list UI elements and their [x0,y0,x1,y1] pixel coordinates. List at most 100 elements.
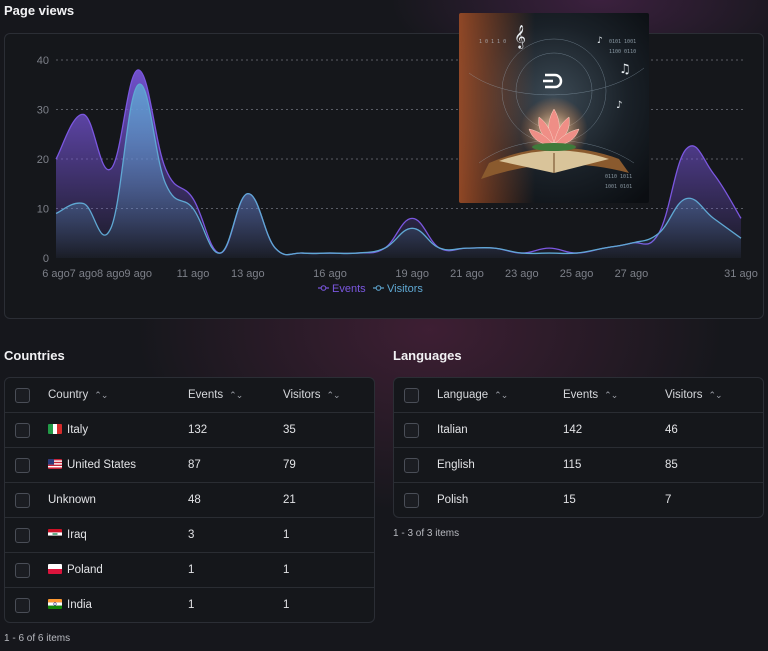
sort-arrows-icon: ⌃⌄ [708,390,723,400]
row-checkbox[interactable] [15,423,30,438]
countries-title: Countries [4,348,65,363]
svg-text:1001 0101: 1001 0101 [605,184,632,190]
book-lotus-artwork: 0101 1001 1100 0110 0110 1011 1001 0101 1 … [459,13,649,203]
x-tick-label: 6 ago [42,268,70,280]
row-checkbox[interactable] [15,458,30,473]
row-checkbox[interactable] [404,423,419,438]
sort-arrows-icon: ⌃⌄ [326,390,341,400]
events-cell: 48 [188,494,201,506]
y-tick-label: 20 [37,154,49,166]
countries-header-row: Country ⌃⌄ Events ⌃⌄ Visitors ⌃⌄ [5,378,374,413]
languages-table: Language ⌃⌄ Events ⌃⌄ Visitors ⌃⌄ Italian 14… [393,377,764,518]
sort-arrows-icon: ⌃⌄ [94,390,108,400]
visitors-cell: 85 [665,459,678,471]
chart-legend: Events Visitors [318,283,423,295]
visitors-cell: 1 [283,564,290,576]
in-flag-icon [48,599,62,609]
x-tick-label: 23 ago [505,268,539,280]
svg-text:0101 1001: 0101 1001 [609,39,636,45]
countries-table: Country ⌃⌄ Events ⌃⌄ Visitors ⌃⌄ Italy 132 35… [4,377,375,623]
table-row[interactable]: English 115 85 [394,448,763,483]
events-cell: 3 [188,529,195,541]
it-flag-icon [48,424,62,434]
svg-text:♫: ♫ [619,62,631,77]
svg-text:1 0 1 1 0: 1 0 1 1 0 [479,39,506,45]
legend-item-visitors[interactable]: Visitors [373,283,423,295]
events-cell: 1 [188,564,195,576]
sort-arrows-icon: ⌃⌄ [229,390,243,400]
table-row[interactable]: Polish 15 7 [394,483,763,518]
table-row[interactable]: India 1 1 [5,588,374,623]
row-checkbox[interactable] [15,598,30,613]
languages-header-row: Language ⌃⌄ Events ⌃⌄ Visitors ⌃⌄ [394,378,763,413]
page-views-title: Page views [4,3,75,18]
visitors-cell: 79 [283,459,296,471]
x-tick-label: 8 ago [97,268,125,280]
pl-flag-icon [48,564,62,574]
visitors-cell: 7 [665,494,672,506]
table-row[interactable]: United States 87 79 [5,448,374,483]
x-tick-label: 11 ago [177,268,210,280]
visitors-cell: 35 [283,424,296,436]
visitors-column-header[interactable]: Visitors ⌃⌄ [283,389,341,401]
name-cell: Unknown [48,494,96,506]
us-flag-icon [48,459,62,469]
svg-text:𝄞: 𝄞 [514,24,526,49]
events-cell: 1 [188,599,195,611]
row-checkbox[interactable] [404,458,419,473]
events-cell: 87 [188,459,201,471]
events-column-header[interactable]: Events ⌃⌄ [188,389,243,401]
svg-text:Events: Events [332,283,366,295]
x-tick-label: 9 ago [124,268,152,280]
name-cell: Polish [437,494,469,506]
row-checkbox[interactable] [15,493,30,508]
page-views-chart-card: 0 10 20 30 40 6 ago 7 ago 8 ago 9 ago 11 ago 13 ag… [4,33,764,319]
table-row[interactable]: Italy 132 35 [5,413,374,448]
table-row[interactable]: Poland 1 1 [5,553,374,588]
events-cell: 15 [563,494,576,506]
visitors-cell: 1 [283,529,290,541]
select-all-checkbox[interactable] [15,388,30,403]
language-column-header[interactable]: Language ⌃⌄ [437,389,508,401]
x-tick-label: 31 ago [724,268,758,280]
languages-pagination-info: 1 - 3 of 3 items [393,528,460,539]
y-tick-label: 30 [37,105,49,117]
sort-arrows-icon: ⌃⌄ [494,390,508,400]
select-all-checkbox[interactable] [404,388,419,403]
name-cell: United States [48,448,136,483]
table-row[interactable]: Iraq 3 1 [5,518,374,553]
row-checkbox[interactable] [404,493,419,508]
countries-pagination-info: 1 - 6 of 6 items [4,633,71,644]
country-column-header[interactable]: Country ⌃⌄ [48,389,108,401]
sort-arrows-icon: ⌃⌄ [604,390,618,400]
y-tick-label: 40 [37,55,49,67]
svg-text:♪: ♪ [616,100,622,111]
events-cell: 115 [563,459,582,471]
events-cell: 142 [563,424,583,436]
svg-text:Visitors: Visitors [387,283,423,295]
table-row[interactable]: Unknown 48 21 [5,483,374,518]
x-tick-label: 21 ago [450,268,484,280]
events-cell: 132 [188,424,208,436]
name-cell: Italy [48,413,88,448]
name-cell: English [437,459,475,471]
visitors-cell: 21 [283,494,296,506]
x-tick-label: 25 ago [560,268,594,280]
row-checkbox[interactable] [15,528,30,543]
table-row[interactable]: Italian 142 46 [394,413,763,448]
visitors-column-header[interactable]: Visitors ⌃⌄ [665,389,723,401]
row-checkbox[interactable] [15,563,30,578]
y-tick-label: 10 [37,204,49,216]
x-tick-label: 19 ago [395,268,429,280]
x-tick-label: 16 ago [313,268,347,280]
legend-item-events[interactable]: Events [318,283,366,295]
y-tick-label: 0 [43,253,49,265]
x-tick-label: 7 ago [70,268,98,280]
visitors-cell: 1 [283,599,290,611]
name-cell: India [48,588,92,623]
events-column-header[interactable]: Events ⌃⌄ [563,389,618,401]
x-tick-label: 13 ago [231,268,265,280]
svg-text:1100 0110: 1100 0110 [609,49,636,55]
iq-flag-icon [48,529,62,539]
languages-title: Languages [393,348,462,363]
